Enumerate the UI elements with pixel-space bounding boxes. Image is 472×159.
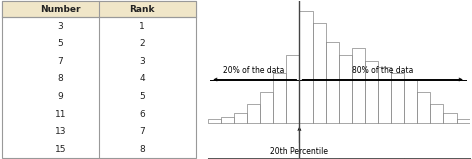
Bar xyxy=(247,104,260,123)
Bar xyxy=(365,61,378,123)
Bar xyxy=(287,55,299,123)
Text: Number: Number xyxy=(40,5,81,14)
Text: 20th Percentile: 20th Percentile xyxy=(270,147,329,156)
Text: 2: 2 xyxy=(139,39,145,48)
Bar xyxy=(456,119,470,123)
Bar xyxy=(378,67,391,123)
Text: 8: 8 xyxy=(139,145,145,154)
Text: 9: 9 xyxy=(58,92,63,101)
Text: 80% of the data: 80% of the data xyxy=(352,66,413,75)
Bar xyxy=(260,92,273,123)
Bar xyxy=(404,80,417,123)
Bar xyxy=(312,23,326,123)
Text: 7: 7 xyxy=(58,57,63,66)
Bar xyxy=(234,113,247,123)
Text: 3: 3 xyxy=(139,57,145,66)
Text: 7: 7 xyxy=(139,127,145,136)
Text: 15: 15 xyxy=(55,145,66,154)
Bar xyxy=(352,48,365,123)
Bar xyxy=(417,92,430,123)
Bar xyxy=(444,113,456,123)
Bar xyxy=(221,117,234,123)
Text: 4: 4 xyxy=(139,74,145,83)
Text: 1: 1 xyxy=(139,22,145,31)
Text: 6: 6 xyxy=(139,110,145,119)
Text: Rank: Rank xyxy=(129,5,155,14)
Text: 5: 5 xyxy=(58,39,63,48)
Text: 11: 11 xyxy=(55,110,66,119)
Text: 20% of the data: 20% of the data xyxy=(223,66,284,75)
Text: 13: 13 xyxy=(55,127,66,136)
Bar xyxy=(391,73,404,123)
Bar xyxy=(326,42,339,123)
Bar xyxy=(299,11,312,123)
Bar xyxy=(430,104,444,123)
Bar xyxy=(2,1,196,17)
Text: 3: 3 xyxy=(58,22,63,31)
Bar xyxy=(208,119,221,123)
Text: 8: 8 xyxy=(58,74,63,83)
Bar xyxy=(273,73,287,123)
Text: 5: 5 xyxy=(139,92,145,101)
Bar xyxy=(339,55,352,123)
